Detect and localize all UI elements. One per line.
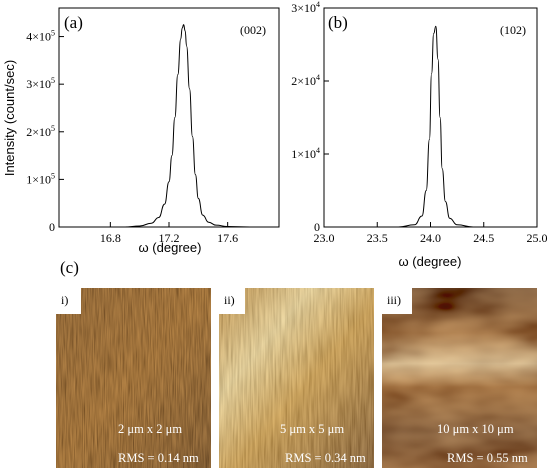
afm-rms-3: RMS = 0.55 nm: [447, 451, 528, 465]
axis-ticks-a: 16.8 17.2 17.6 0 1×105 2×105 3×105 4×105: [26, 29, 238, 245]
panel-label-b: (b): [328, 13, 348, 32]
afm-image-1: i) 2 μm x 2 μm RMS = 0.14 nm: [56, 288, 211, 468]
y-tick-label: 2×105: [26, 124, 55, 139]
plot-frame-a: [58, 7, 280, 228]
y-axis-label: Intensity (count/sec): [2, 60, 17, 176]
afm-rms-1: RMS = 0.14 nm: [118, 451, 199, 465]
y-tick-label: 3×104: [291, 0, 320, 15]
afm-index-2: ii): [224, 293, 235, 307]
x-tick-label: 24.5: [473, 231, 494, 245]
afm-texture-1: [56, 288, 211, 468]
panel-b: (b) (102) 23.0 23.5 24.0 24.5 25.0 0 1×104 2×10…: [291, 0, 547, 269]
afm-texture-3: [382, 288, 537, 468]
panel-a: (a) (002) 16.8 17.2 17.6 0 1×105 2×105 3×105 4×…: [2, 7, 280, 255]
x-tick-label: 23.0: [314, 231, 335, 245]
afm-rms-2: RMS = 0.34 nm: [285, 451, 366, 465]
x-tick-label: 25.0: [527, 231, 548, 245]
x-axis-label-a: ω (degree): [139, 240, 202, 255]
y-tick-label: 0: [49, 220, 55, 234]
afm-scan-size-2: 5 μm x 5 μm: [280, 422, 344, 436]
y-tick-label: 1×105: [26, 171, 55, 186]
afm-label-box-3: [382, 288, 412, 314]
y-tick-label: 1×104: [291, 146, 320, 161]
x-tick-label: 17.2: [159, 231, 180, 245]
y-tick-label: 4×105: [26, 29, 55, 44]
panel-label-c: (c): [60, 258, 79, 277]
afm-label-box-1: [56, 288, 81, 314]
x-axis-label-b: ω (degree): [399, 254, 462, 269]
afm-scan-size-3: 10 μm x 10 μm: [437, 422, 514, 436]
x-tick-label: 16.8: [100, 231, 121, 245]
peak-label-102: (102): [500, 23, 526, 37]
peak-label-002: (002): [240, 23, 266, 37]
afm-label-box-2: [219, 288, 245, 314]
xrd-rocking-curve-102: [324, 25, 537, 227]
axis-ticks-b: 23.0 23.5 24.0 24.5 25.0 0 1×104 2×104 3×104: [291, 0, 547, 245]
afm-texture-2: [219, 288, 374, 468]
panel-label-a: (a): [64, 13, 83, 32]
x-tick-label: 17.6: [217, 231, 238, 245]
x-tick-label: 24.0: [420, 231, 441, 245]
y-tick-label: 3×105: [26, 76, 55, 91]
y-tick-label: 0: [314, 220, 320, 234]
afm-image-3: iii) 10 μm x 10 μm RMS = 0.55 nm: [382, 288, 537, 468]
xrd-rocking-curve-002: [59, 24, 279, 227]
afm-index-3: iii): [387, 293, 401, 307]
afm-scan-size-1: 2 μm x 2 μm: [118, 422, 182, 436]
x-tick-label: 23.5: [367, 231, 388, 245]
afm-index-1: i): [61, 293, 68, 307]
afm-image-2: ii) 5 μm x 5 μm RMS = 0.34 nm: [219, 288, 374, 468]
y-tick-label: 2×104: [291, 73, 320, 88]
